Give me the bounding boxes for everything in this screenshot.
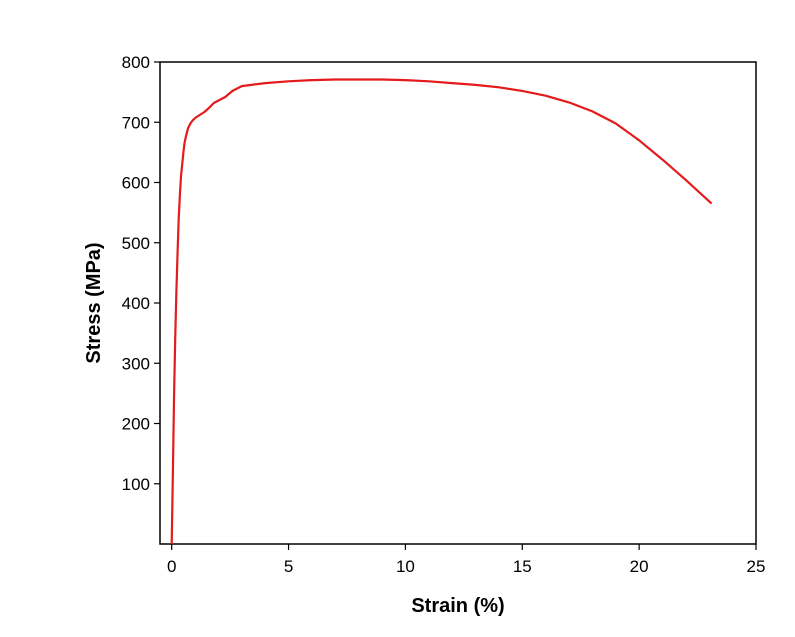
y-tick-label: 600 [122, 174, 150, 193]
y-tick-label: 700 [122, 113, 150, 132]
y-tick-label: 400 [122, 294, 150, 313]
x-tick-label: 25 [747, 557, 766, 576]
y-tick-label: 300 [122, 354, 150, 373]
x-tick-label: 20 [630, 557, 649, 576]
y-tick-label: 800 [122, 53, 150, 72]
y-tick-label: 200 [122, 415, 150, 434]
stress-strain-curve [170, 78, 713, 545]
x-tick-label: 5 [284, 557, 293, 576]
y-tick-label: 100 [122, 475, 150, 494]
x-tick-label: 0 [167, 557, 176, 576]
x-axis-title: Strain (%) [411, 595, 504, 617]
y-axis-title: Stress (MPa) [83, 242, 105, 363]
y-axis: 100 200 300 400 500 600 700 800 [122, 53, 160, 494]
plot-frame [159, 61, 757, 545]
y-tick-label: 500 [122, 234, 150, 253]
x-tick-label: 10 [396, 557, 415, 576]
x-axis: 0 5 10 15 20 25 [167, 544, 766, 576]
x-tick-label: 15 [513, 557, 532, 576]
